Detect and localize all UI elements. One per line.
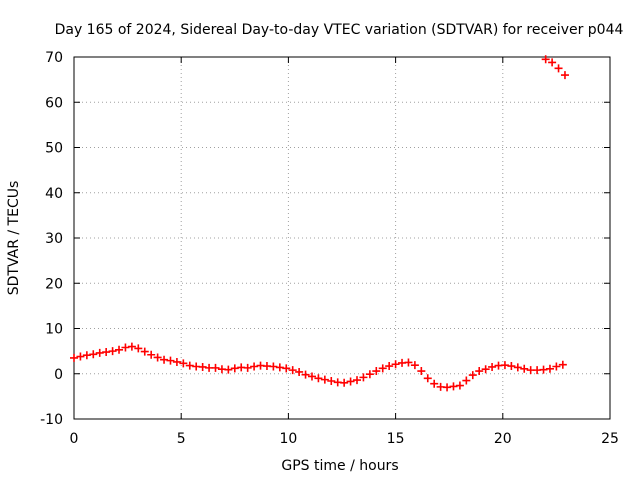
data-point <box>548 58 557 67</box>
data-point <box>558 360 567 369</box>
data-point <box>211 363 220 372</box>
data-point <box>301 370 310 379</box>
data-point <box>307 372 316 381</box>
data-point <box>295 367 304 376</box>
data-point <box>560 71 569 80</box>
data-point <box>89 350 98 359</box>
y-tick-label: 30 <box>45 231 63 247</box>
data-point <box>500 361 509 370</box>
data-point <box>462 376 471 385</box>
data-point <box>475 367 484 376</box>
data-point <box>417 367 426 376</box>
data-point <box>70 353 78 362</box>
y-tick-label: 10 <box>45 322 63 338</box>
y-tick-label: 50 <box>45 141 63 157</box>
data-point <box>554 64 563 73</box>
data-point <box>275 363 284 372</box>
data-point <box>340 378 349 387</box>
data-point <box>288 366 297 375</box>
data-point <box>539 365 548 374</box>
data-point <box>243 363 252 372</box>
data-point <box>115 345 124 354</box>
data-point <box>250 362 259 371</box>
data-point <box>481 365 490 374</box>
data-point <box>166 356 175 365</box>
data-points <box>70 55 569 392</box>
data-point <box>198 362 207 371</box>
data-point <box>507 362 516 371</box>
data-point <box>160 355 169 364</box>
data-point <box>449 382 458 391</box>
data-point <box>230 364 239 373</box>
y-tick-label: 0 <box>54 367 63 383</box>
data-point <box>378 364 387 373</box>
data-point <box>327 376 336 385</box>
y-tick-label: -10 <box>40 412 63 428</box>
data-point <box>423 374 432 383</box>
data-point <box>127 342 136 351</box>
x-tick-label: 5 <box>177 431 186 447</box>
data-point <box>346 377 355 386</box>
data-point <box>82 351 91 360</box>
data-point <box>545 364 554 373</box>
data-point <box>455 381 464 390</box>
data-point <box>488 362 497 371</box>
data-point <box>443 383 452 392</box>
y-tick-label: 70 <box>45 50 63 66</box>
data-point <box>108 347 117 356</box>
grid <box>74 57 610 419</box>
data-point <box>541 55 550 64</box>
x-tick-label: 15 <box>387 431 405 447</box>
y-tick-label: 60 <box>45 95 63 111</box>
data-point <box>365 370 374 379</box>
data-point <box>513 363 522 372</box>
data-point <box>269 362 278 371</box>
y-axis-label: SDTVAR / TECUs <box>6 181 22 296</box>
data-point <box>134 344 143 353</box>
y-tick-label: 20 <box>45 276 63 292</box>
x-tick-label: 25 <box>601 431 619 447</box>
x-tick-label: 0 <box>70 431 79 447</box>
data-point <box>76 352 85 361</box>
data-point <box>430 379 439 388</box>
data-point <box>95 348 104 357</box>
data-point <box>102 348 111 357</box>
data-point <box>185 361 194 370</box>
data-point <box>121 343 130 352</box>
axis-ticks: 0 5 10 15 20 25 -10 0 10 20 30 40 50 60 70 <box>40 50 619 447</box>
data-point <box>372 367 381 376</box>
data-point <box>385 362 394 371</box>
data-point <box>320 375 329 384</box>
data-point <box>140 347 149 356</box>
data-point <box>468 371 477 380</box>
data-point <box>147 350 156 359</box>
data-point <box>224 365 233 374</box>
data-point <box>353 376 362 385</box>
x-tick-label: 10 <box>279 431 297 447</box>
data-point <box>179 359 188 368</box>
x-tick-label: 20 <box>494 431 512 447</box>
data-point <box>391 360 400 369</box>
data-point <box>410 361 419 370</box>
data-point <box>172 357 181 366</box>
chart-title: Day 165 of 2024, Sidereal Day-to-day VTE… <box>55 22 624 38</box>
data-point <box>153 353 162 362</box>
data-point <box>404 358 413 367</box>
data-point <box>359 373 368 382</box>
y-tick-label: 40 <box>45 186 63 202</box>
x-axis-label: GPS time / hours <box>281 458 398 474</box>
data-point <box>314 374 323 383</box>
data-point <box>552 362 561 371</box>
data-point <box>520 364 529 373</box>
data-point <box>282 364 291 373</box>
